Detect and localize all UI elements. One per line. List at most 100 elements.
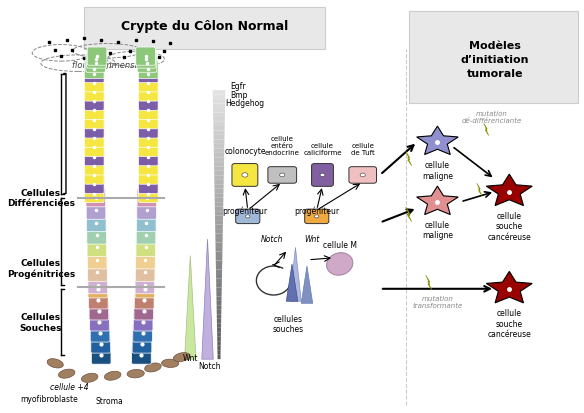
- Text: cellule
maligne: cellule maligne: [422, 221, 453, 240]
- Polygon shape: [214, 149, 224, 154]
- Text: cellule
souche
cancéreuse: cellule souche cancéreuse: [488, 309, 531, 338]
- Polygon shape: [216, 279, 222, 283]
- Polygon shape: [426, 275, 432, 290]
- FancyBboxPatch shape: [87, 226, 106, 244]
- Ellipse shape: [127, 370, 144, 378]
- Polygon shape: [406, 152, 412, 166]
- FancyBboxPatch shape: [236, 210, 260, 224]
- FancyBboxPatch shape: [85, 176, 104, 194]
- FancyBboxPatch shape: [311, 164, 333, 187]
- Text: myofibroblaste: myofibroblaste: [20, 394, 78, 404]
- Text: Modèles
d’initiation
tumorale: Modèles d’initiation tumorale: [461, 41, 529, 79]
- FancyBboxPatch shape: [232, 164, 258, 187]
- Polygon shape: [214, 185, 224, 189]
- FancyBboxPatch shape: [135, 263, 155, 282]
- Polygon shape: [217, 306, 221, 310]
- Text: cellule
maligne: cellule maligne: [422, 161, 453, 180]
- Text: mutation
dé-différenciante: mutation dé-différenciante: [462, 111, 522, 124]
- FancyBboxPatch shape: [85, 148, 104, 166]
- Text: cellule
de Tuft: cellule de Tuft: [351, 143, 374, 156]
- FancyBboxPatch shape: [135, 276, 155, 294]
- Polygon shape: [286, 264, 298, 301]
- Ellipse shape: [81, 374, 98, 382]
- FancyBboxPatch shape: [409, 12, 578, 103]
- Text: flore commensale: flore commensale: [72, 61, 147, 70]
- FancyBboxPatch shape: [138, 61, 158, 79]
- FancyBboxPatch shape: [138, 112, 158, 130]
- FancyBboxPatch shape: [138, 121, 158, 139]
- Text: Crypte du Côlon Normal: Crypte du Côlon Normal: [121, 20, 288, 33]
- FancyBboxPatch shape: [138, 102, 158, 120]
- FancyBboxPatch shape: [85, 61, 104, 79]
- Polygon shape: [214, 145, 224, 149]
- FancyBboxPatch shape: [138, 185, 158, 203]
- Polygon shape: [301, 266, 312, 304]
- Polygon shape: [215, 211, 223, 216]
- FancyBboxPatch shape: [87, 48, 107, 66]
- Ellipse shape: [58, 369, 75, 378]
- FancyBboxPatch shape: [85, 65, 104, 83]
- FancyBboxPatch shape: [88, 276, 107, 294]
- Ellipse shape: [104, 372, 121, 380]
- FancyBboxPatch shape: [268, 167, 297, 184]
- FancyBboxPatch shape: [138, 130, 158, 148]
- FancyBboxPatch shape: [135, 251, 155, 269]
- Polygon shape: [213, 91, 225, 95]
- Polygon shape: [214, 162, 224, 167]
- FancyBboxPatch shape: [87, 239, 107, 257]
- Text: progéniteur: progéniteur: [294, 206, 339, 216]
- FancyBboxPatch shape: [86, 189, 106, 207]
- Polygon shape: [217, 342, 221, 346]
- FancyBboxPatch shape: [85, 185, 104, 203]
- Polygon shape: [215, 256, 223, 261]
- Polygon shape: [216, 261, 223, 266]
- Polygon shape: [406, 207, 412, 222]
- FancyBboxPatch shape: [137, 214, 156, 232]
- Polygon shape: [214, 180, 224, 185]
- Text: Cellules
Progénitrices: Cellules Progénitrices: [7, 259, 75, 278]
- FancyBboxPatch shape: [136, 226, 156, 244]
- Polygon shape: [217, 310, 221, 315]
- Polygon shape: [202, 240, 213, 359]
- FancyBboxPatch shape: [86, 202, 106, 220]
- FancyBboxPatch shape: [138, 74, 158, 93]
- Polygon shape: [216, 270, 222, 274]
- Ellipse shape: [144, 363, 161, 372]
- Text: cellule
caliciforme: cellule caliciforme: [303, 143, 342, 156]
- FancyBboxPatch shape: [85, 166, 104, 185]
- FancyBboxPatch shape: [84, 8, 325, 50]
- FancyBboxPatch shape: [88, 280, 107, 298]
- FancyBboxPatch shape: [138, 176, 158, 194]
- Text: Wnt: Wnt: [183, 353, 198, 362]
- FancyBboxPatch shape: [305, 210, 329, 224]
- FancyBboxPatch shape: [138, 65, 158, 83]
- FancyBboxPatch shape: [138, 93, 158, 111]
- FancyBboxPatch shape: [85, 139, 104, 157]
- Polygon shape: [217, 297, 221, 301]
- FancyBboxPatch shape: [86, 51, 106, 69]
- Polygon shape: [185, 256, 196, 359]
- Polygon shape: [416, 187, 458, 215]
- FancyBboxPatch shape: [90, 313, 109, 331]
- Polygon shape: [214, 171, 224, 176]
- Polygon shape: [215, 221, 223, 225]
- FancyBboxPatch shape: [89, 291, 108, 309]
- Polygon shape: [215, 207, 223, 211]
- Polygon shape: [215, 198, 224, 203]
- FancyBboxPatch shape: [136, 239, 155, 257]
- Polygon shape: [214, 140, 224, 145]
- Polygon shape: [217, 323, 221, 328]
- Text: cellule M: cellule M: [324, 241, 357, 250]
- FancyBboxPatch shape: [86, 55, 105, 73]
- Ellipse shape: [47, 359, 64, 368]
- FancyBboxPatch shape: [85, 112, 104, 130]
- Polygon shape: [213, 100, 225, 104]
- Polygon shape: [290, 248, 301, 301]
- FancyBboxPatch shape: [138, 139, 158, 157]
- Polygon shape: [213, 118, 225, 122]
- FancyBboxPatch shape: [89, 302, 109, 320]
- FancyBboxPatch shape: [91, 335, 110, 353]
- FancyBboxPatch shape: [136, 48, 155, 66]
- Polygon shape: [217, 350, 221, 355]
- Polygon shape: [215, 225, 223, 230]
